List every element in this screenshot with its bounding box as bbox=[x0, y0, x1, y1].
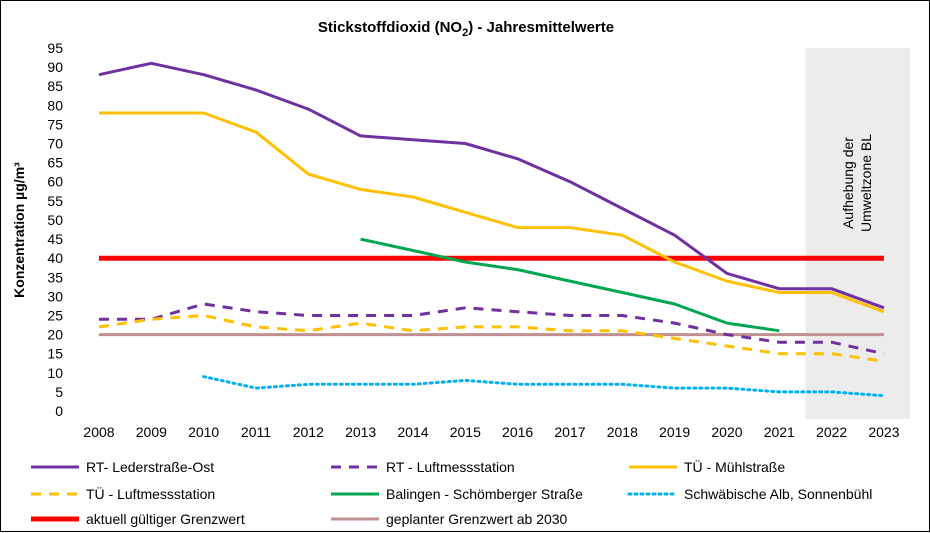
legend-label-4: Balingen - Schömberger Straße bbox=[386, 486, 583, 502]
x-tick-label: 2017 bbox=[554, 424, 585, 440]
x-tick-label: 2021 bbox=[764, 424, 795, 440]
chart-title: Stickstoffdioxid (NO2) - Jahresmittelwer… bbox=[318, 19, 614, 39]
series-line-5 bbox=[202, 375, 886, 398]
x-tick-label: 2008 bbox=[83, 424, 114, 440]
x-tick-label: 2010 bbox=[188, 424, 219, 440]
series-line-0 bbox=[98, 61, 885, 310]
y-tick-label: 30 bbox=[47, 288, 63, 304]
y-tick-label: 70 bbox=[47, 136, 63, 152]
x-tick-label: 2011 bbox=[241, 424, 271, 440]
y-tick-label: 60 bbox=[47, 174, 63, 190]
y-tick-label: 90 bbox=[47, 59, 63, 75]
legend-label-6: aktuell gültiger Grenzwert bbox=[86, 511, 245, 527]
y-tick-label: 80 bbox=[47, 97, 63, 113]
y-tick-label: 75 bbox=[47, 116, 63, 132]
x-tick-label: 2019 bbox=[659, 424, 690, 440]
y-tick-label: 65 bbox=[47, 155, 63, 171]
title-subscript: 2 bbox=[462, 27, 468, 39]
y-tick-label: 85 bbox=[47, 78, 63, 94]
y-tick-label: 25 bbox=[47, 307, 63, 323]
x-tick-label: 2015 bbox=[450, 424, 481, 440]
x-tick-label: 2014 bbox=[397, 424, 428, 440]
series-lines bbox=[98, 61, 886, 398]
y-tick-label: 15 bbox=[47, 346, 63, 362]
legend-label-7: geplanter Grenzwert ab 2030 bbox=[386, 511, 568, 527]
series-line-3 bbox=[98, 314, 885, 363]
series-line-1 bbox=[99, 302, 885, 356]
x-tick-label: 2012 bbox=[293, 424, 324, 440]
y-tick-label: 50 bbox=[47, 212, 63, 228]
legend: RT- Lederstraße-Ost RT - Luftmessstation T… bbox=[31, 458, 872, 527]
x-tick-label: 2022 bbox=[816, 424, 847, 440]
x-tick-label: 2009 bbox=[136, 424, 167, 440]
y-tick-label: 40 bbox=[47, 250, 63, 266]
legend-label-5: Schwäbische Alb, Sonnenbühl bbox=[684, 486, 872, 502]
legend-label-2: TÜ - Mühlstraße bbox=[684, 458, 785, 475]
y-tick-labels: 0 5 10 15 20 25 30 35 40 45 50 55 60 65 70 75 80 85 90 95 bbox=[47, 40, 63, 419]
legend-label-3: TÜ - Luftmessstation bbox=[86, 485, 215, 502]
y-tick-label: 95 bbox=[47, 40, 63, 56]
x-tick-label: 2013 bbox=[345, 424, 376, 440]
series-line-4 bbox=[360, 237, 780, 333]
x-tick-labels: 2008 2009 2010 2011 2012 2013 2014 2015 2016 2017… bbox=[83, 424, 899, 440]
y-tick-label: 0 bbox=[55, 403, 63, 419]
x-tick-label: 2018 bbox=[607, 424, 638, 440]
x-tick-label: 2016 bbox=[502, 424, 533, 440]
shaded-region bbox=[805, 48, 911, 419]
y-tick-label: 45 bbox=[47, 231, 63, 247]
y-tick-label: 55 bbox=[47, 193, 63, 209]
y-tick-label: 10 bbox=[47, 365, 63, 381]
annotation-line2: Umweltzone BL bbox=[858, 134, 874, 232]
y-axis-label: Konzentration µg/m³ bbox=[11, 162, 27, 298]
annotation-line1: Aufhebung der bbox=[840, 137, 856, 229]
y-tick-label: 35 bbox=[47, 269, 63, 285]
legend-label-1: RT - Luftmessstation bbox=[386, 459, 515, 475]
title-tail: ) - Jahresmittelwerte bbox=[468, 19, 614, 36]
y-tick-label: 5 bbox=[55, 384, 63, 400]
legend-label-0: RT- Lederstraße-Ost bbox=[86, 459, 214, 475]
x-tick-label: 2020 bbox=[711, 424, 742, 440]
x-tick-label: 2023 bbox=[868, 424, 899, 440]
series-line-2 bbox=[99, 111, 885, 314]
y-tick-label: 20 bbox=[47, 327, 63, 343]
